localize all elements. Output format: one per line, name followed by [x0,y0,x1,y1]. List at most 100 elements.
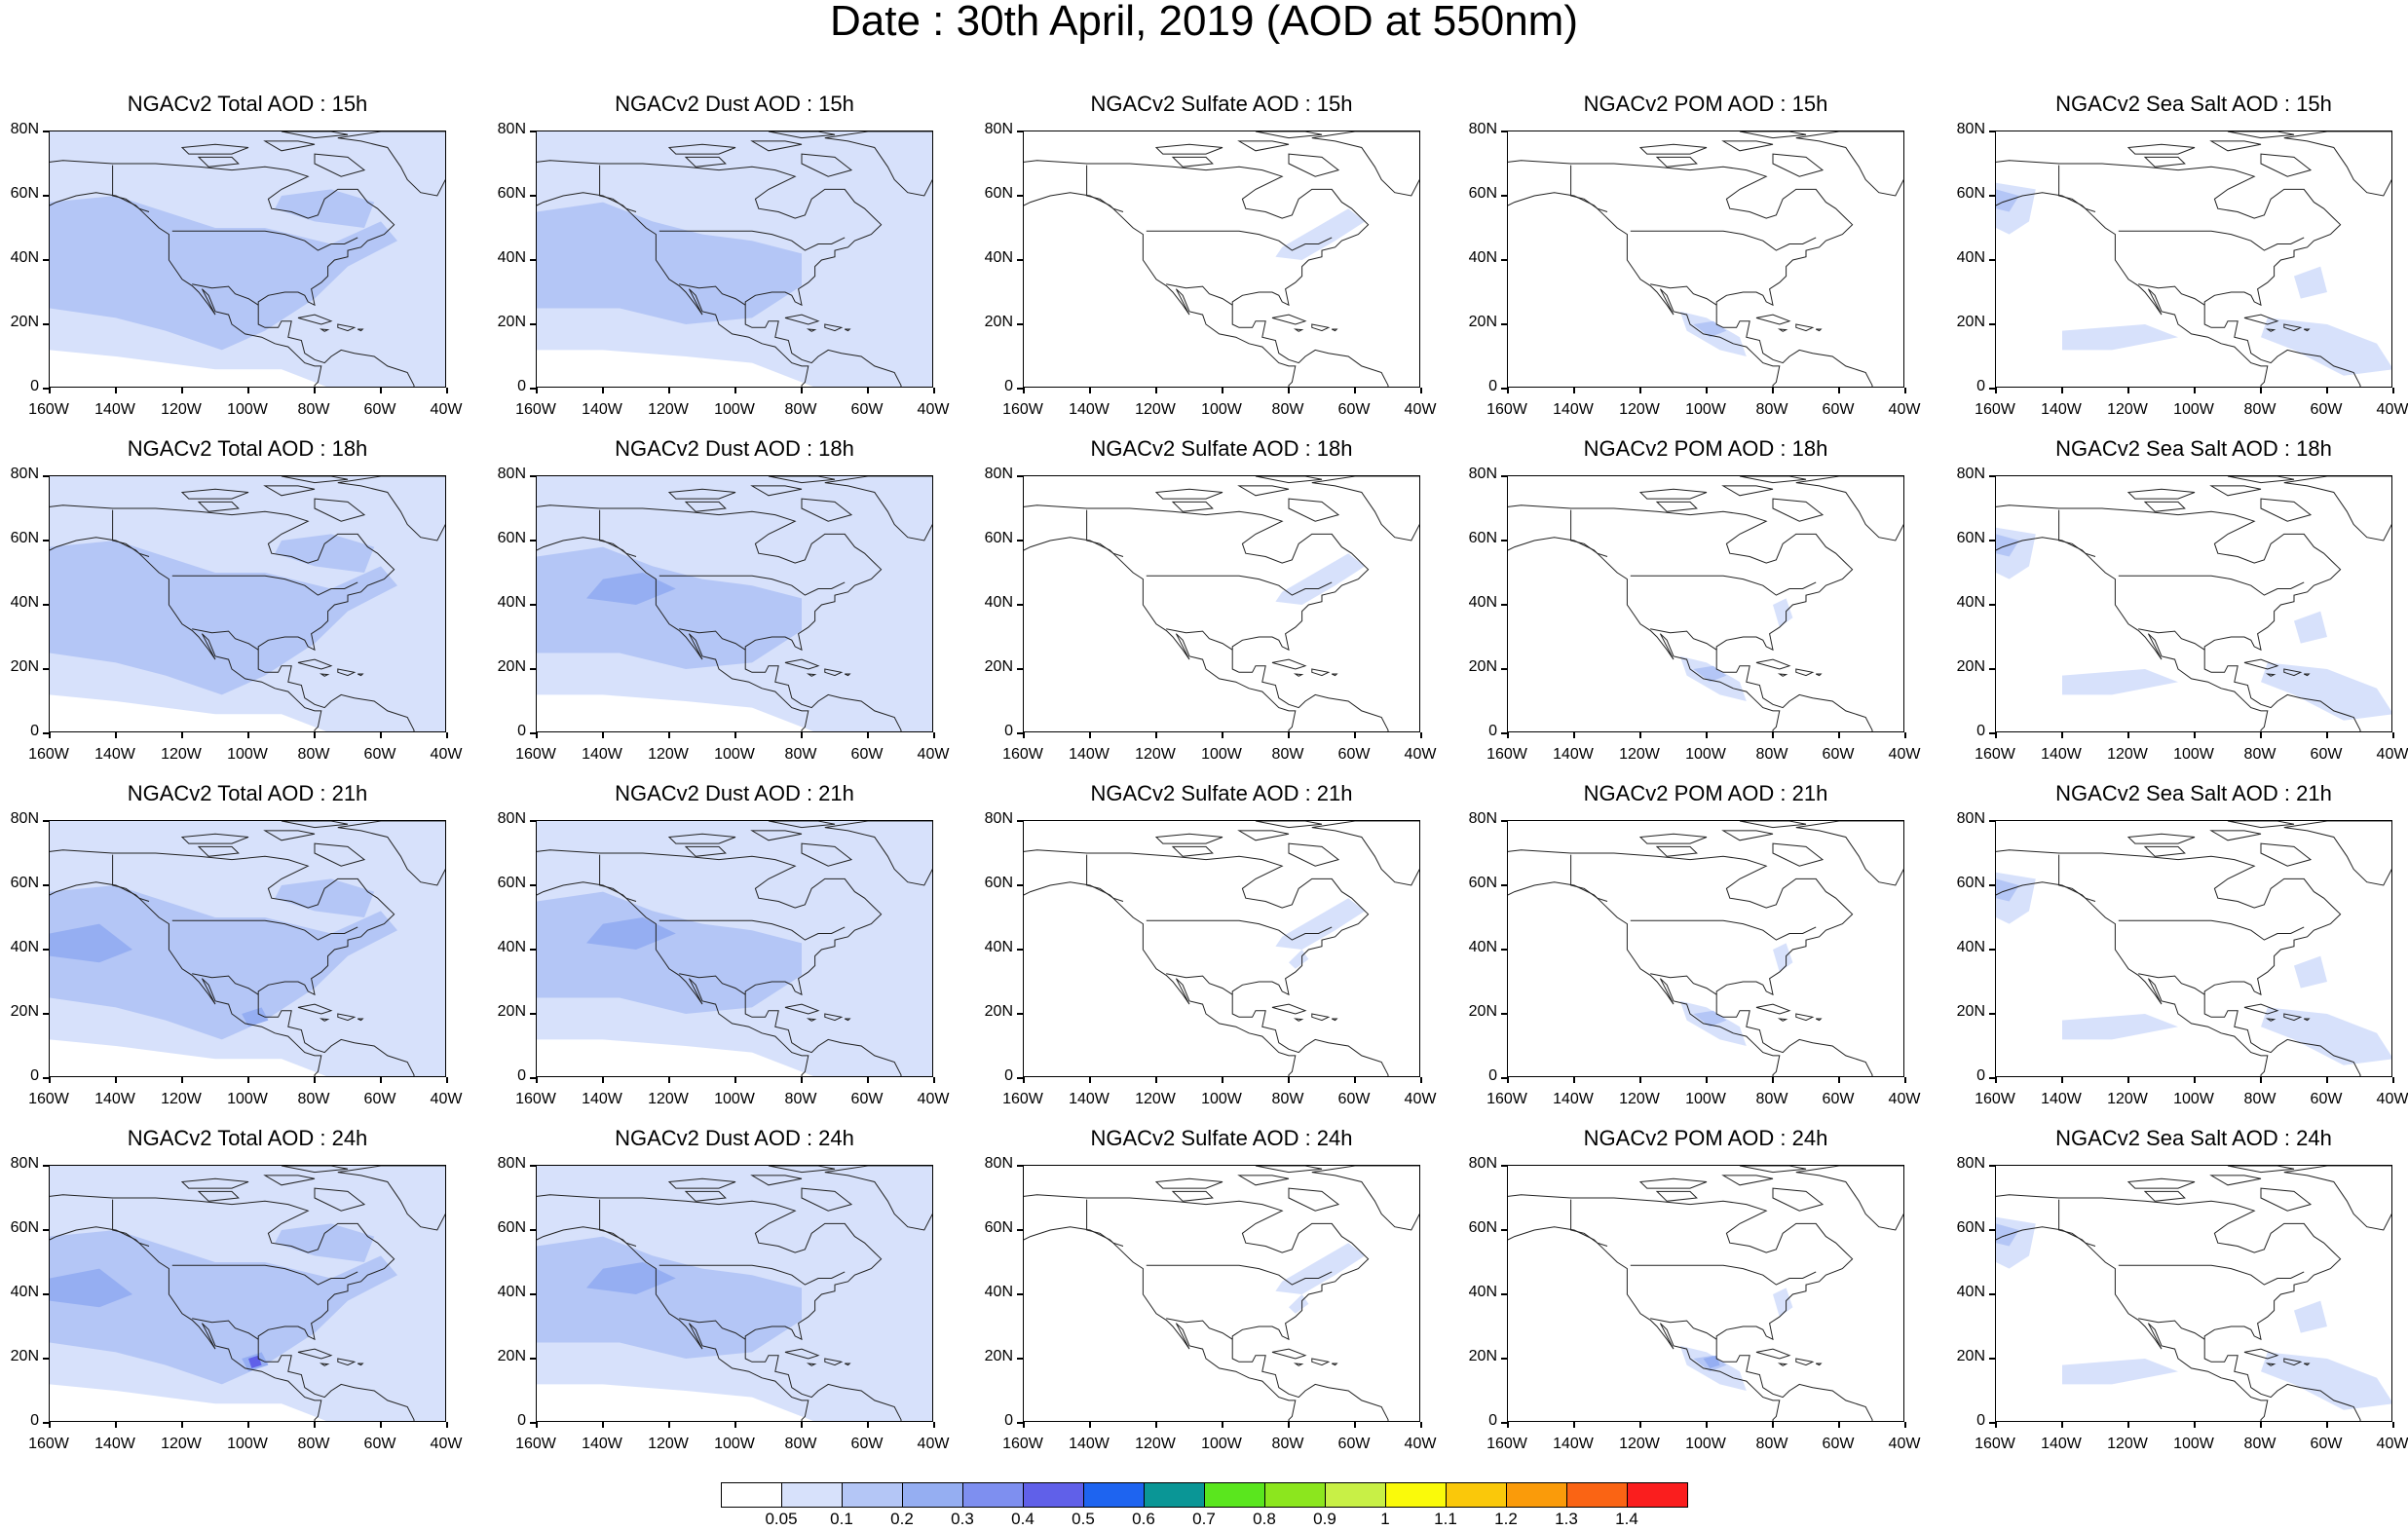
panel-title: NGACv2 Total AOD : 18h [127,436,368,461]
colorbar-label: 1.3 [1555,1510,1578,1528]
longitude-label: 160W [1002,746,1043,763]
coastline-greenland [1795,821,1903,886]
latitude-label: 80N [984,466,1013,482]
latitude-tick [1989,1422,1995,1424]
longitude-label: 60W [1337,401,1371,418]
longitude-tick [314,732,316,738]
longitude-label: 80W [297,401,330,418]
longitude-tick [602,1077,604,1083]
longitude-label: 120W [648,1091,689,1107]
island-outline [2227,131,2295,139]
map-frame [1023,131,1420,388]
latitude-tick [1501,1358,1507,1360]
colorbar-swatch [1627,1482,1688,1508]
island-outline [1171,845,1214,857]
island-outline [2283,668,2303,677]
island-outline [2126,833,2196,844]
island-outline [1795,323,1815,332]
us-canada-border [658,1264,846,1286]
latitude-label: 40N [1468,939,1497,955]
island-outline [1255,131,1323,139]
alaska-border [112,165,150,212]
alaska-border [1570,509,1608,557]
colorbar-swatch [1144,1482,1205,1508]
colorbar-label: 0.05 [765,1510,798,1528]
longitude-label: 40W [1404,401,1437,418]
island-outline [801,842,853,867]
us-mexico-border [1650,283,1717,306]
latitude-label: 20N [1956,1003,1985,1020]
latitude-label: 80N [10,121,39,137]
latitude-tick [1017,820,1023,822]
island-outline [2243,314,2279,325]
longitude-tick [1288,1422,1290,1428]
longitude-label: 40W [917,746,950,763]
coastline [1996,504,2361,731]
latitude-label: 20N [1468,658,1497,675]
coastline-greenland [1795,476,1903,541]
latitude-tick [43,1422,49,1424]
island-outline [2265,1018,2276,1022]
us-canada-border [1630,1264,1817,1286]
island-outline [319,328,330,332]
island-outline [768,476,836,484]
longitude-tick [2061,388,2063,393]
island-outline [684,501,727,512]
longitude-tick [536,1422,538,1428]
longitude-label: 40W [917,1436,950,1452]
coastline [1508,1194,1873,1421]
us-canada-border [658,230,846,251]
island-outline [1815,328,1823,332]
us-canada-border [2118,919,2305,941]
longitude-label: 60W [1337,1091,1371,1107]
map-frame [49,475,446,732]
island-outline [784,658,820,670]
longitude-label: 40W [1888,1436,1921,1452]
longitude-label: 40W [1404,1091,1437,1107]
latitude-tick [1989,949,1995,951]
map-canvas [50,476,445,731]
longitude-label: 160W [515,1091,556,1107]
island-outline [1655,1190,1698,1202]
latitude-tick [530,1165,536,1167]
longitude-tick [536,732,538,738]
island-outline [1655,845,1698,857]
colorbar-label: 0.3 [951,1510,974,1528]
latitude-tick [43,131,49,132]
aod-shading [275,1223,375,1262]
panel-title: NGACv2 Total AOD : 24h [127,1126,368,1150]
aod-shading [1703,1355,1720,1368]
alaska-border [2058,854,2096,902]
latitude-tick [1501,1229,1507,1231]
longitude-tick [247,1077,249,1083]
longitude-label: 80W [1271,1091,1304,1107]
longitude-label: 40W [1888,746,1921,763]
us-mexico-border [1166,628,1233,651]
longitude-tick [1838,388,1840,393]
coastline [50,504,415,731]
aod-shading [2261,1352,2391,1410]
aod-shading [586,573,676,605]
longitude-label: 40W [1404,1436,1437,1452]
longitude-label: 100W [2173,1436,2214,1452]
island-outline [1815,1363,1823,1366]
latitude-tick [1501,820,1507,822]
longitude-label: 140W [1553,746,1594,763]
island-outline [1255,821,1323,829]
latitude-tick [530,949,536,951]
latitude-tick [1017,388,1023,390]
island-outline [750,140,803,152]
longitude-tick [2392,1422,2394,1428]
latitude-label: 20N [497,1348,526,1364]
longitude-tick [668,1422,670,1428]
longitude-label: 120W [1619,1091,1660,1107]
panel-title: NGACv2 POM AOD : 18h [1583,436,1828,461]
latitude-tick [1501,604,1507,606]
latitude-label: 80N [1468,1155,1497,1172]
longitude-label: 40W [917,1091,950,1107]
latitude-tick [1989,604,1995,606]
map-frame [536,820,933,1077]
island-outline [314,1187,366,1212]
longitude-label: 80W [1271,1436,1304,1452]
island-outline [337,1358,357,1366]
